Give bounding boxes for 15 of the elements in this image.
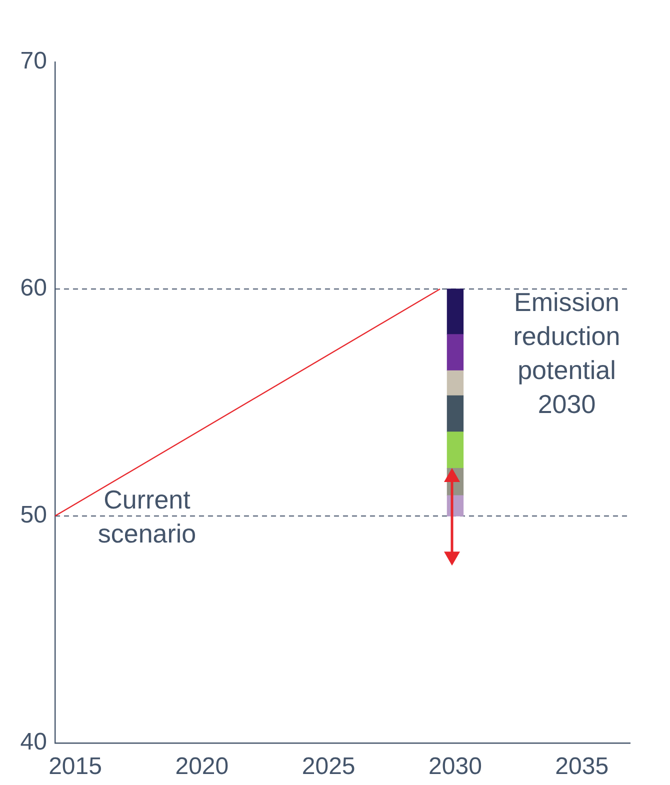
x-tick-label: 2020 <box>175 753 229 780</box>
y-tick-label: 70 <box>20 48 47 75</box>
annotation: Emission reduction potential 2030 <box>513 287 620 419</box>
y-tick-label: 60 <box>20 274 47 302</box>
x-tick-label: 2030 <box>428 753 482 780</box>
bar <box>446 395 464 432</box>
bar <box>446 288 464 335</box>
y-tick-label: 50 <box>20 502 47 529</box>
bar <box>446 334 464 372</box>
y-tick-label: 40 <box>20 728 47 756</box>
x-tick-label: 2015 <box>48 753 102 780</box>
x-tick-label: 2035 <box>555 753 609 780</box>
x-tick-label: 2025 <box>302 753 356 780</box>
annotation: Current scenario <box>98 484 196 548</box>
bar <box>446 370 464 396</box>
